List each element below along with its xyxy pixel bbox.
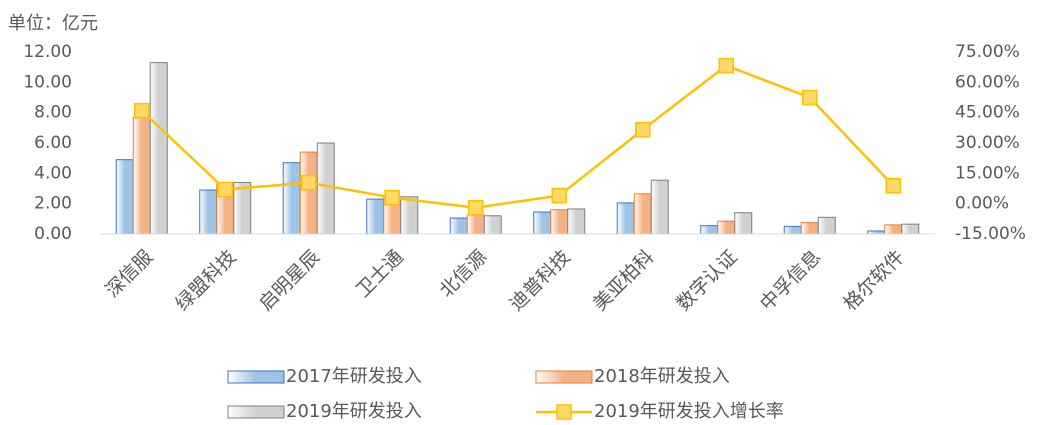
line-marker	[301, 174, 317, 191]
x-tick-label: 中孚信息	[756, 246, 825, 315]
y-tick-label: 2.00	[34, 194, 72, 214]
bar	[466, 214, 485, 235]
line	[140, 64, 895, 209]
legend-label: 2018年研发投入	[594, 366, 730, 387]
x-tick-label: 卫士通	[352, 246, 408, 302]
y-tick-label: 12.00	[23, 42, 72, 62]
x-tick-label: 迪普科技	[505, 246, 574, 315]
bar	[633, 193, 652, 235]
line-marker	[217, 181, 233, 198]
bar	[884, 224, 903, 235]
y-tick-label: 10.00	[23, 72, 72, 92]
legend-swatch	[227, 405, 285, 419]
bar	[550, 209, 569, 235]
legend-label: 2019年研发投入	[286, 401, 422, 422]
line-marker	[802, 89, 818, 106]
bar	[299, 151, 318, 235]
y2-tick-label: 0.00%	[955, 194, 1009, 214]
bar	[282, 162, 301, 235]
bar	[149, 62, 168, 235]
bar	[132, 116, 151, 235]
y2-tick-label: 45.00%	[955, 103, 1020, 123]
x-tick-label: 绿盟科技	[171, 246, 240, 315]
line-marker	[134, 102, 150, 119]
y-tick-label: 4.00	[34, 163, 72, 183]
bar	[199, 189, 218, 235]
y-tick-label: 8.00	[34, 103, 72, 123]
y2-tick-label: 30.00%	[955, 133, 1020, 153]
legend-label: 2019年研发投入增长率	[594, 401, 784, 422]
bar	[700, 225, 719, 235]
bar	[233, 181, 252, 235]
y2-tick-label: 15.00%	[955, 163, 1020, 183]
bar	[366, 198, 385, 235]
bar	[483, 215, 502, 235]
bar	[734, 212, 753, 235]
unit-label: 单位：亿元	[8, 13, 98, 34]
x-tick-label: 深信服	[101, 246, 157, 302]
y-tick-label: 0.00	[34, 224, 72, 244]
bar	[316, 142, 335, 235]
bar	[717, 220, 736, 235]
line-marker	[551, 187, 567, 204]
bar	[449, 217, 468, 235]
line-marker	[885, 177, 901, 194]
y2-tick-label: 75.00%	[955, 42, 1020, 62]
bar	[567, 208, 586, 235]
bar	[650, 179, 669, 235]
x-tick-label: 格尔软件	[839, 246, 908, 315]
bar	[901, 223, 920, 235]
y2-tick-label: -15.00%	[955, 224, 1026, 244]
bar	[400, 196, 419, 235]
line-marker	[635, 121, 651, 138]
y-tick-label: 6.00	[34, 133, 72, 153]
line-marker	[718, 57, 734, 74]
bar	[533, 211, 552, 235]
x-tick-label: 启明星辰	[255, 246, 324, 315]
x-tick-label: 美亚柏科	[589, 246, 658, 315]
bar	[115, 159, 134, 235]
line-marker	[468, 199, 484, 216]
y2-tick-label: 60.00%	[955, 72, 1020, 92]
bar	[817, 216, 836, 235]
legend-swatch	[535, 370, 593, 384]
legend-marker	[556, 404, 572, 420]
x-tick-label: 北信源	[435, 246, 491, 302]
bar	[616, 202, 635, 235]
legend-swatch	[227, 370, 285, 384]
legend-label: 2017年研发投入	[286, 366, 422, 387]
line-marker	[384, 189, 400, 206]
bar	[800, 222, 819, 235]
x-tick-label: 数字认证	[672, 246, 741, 315]
bar	[783, 225, 802, 235]
